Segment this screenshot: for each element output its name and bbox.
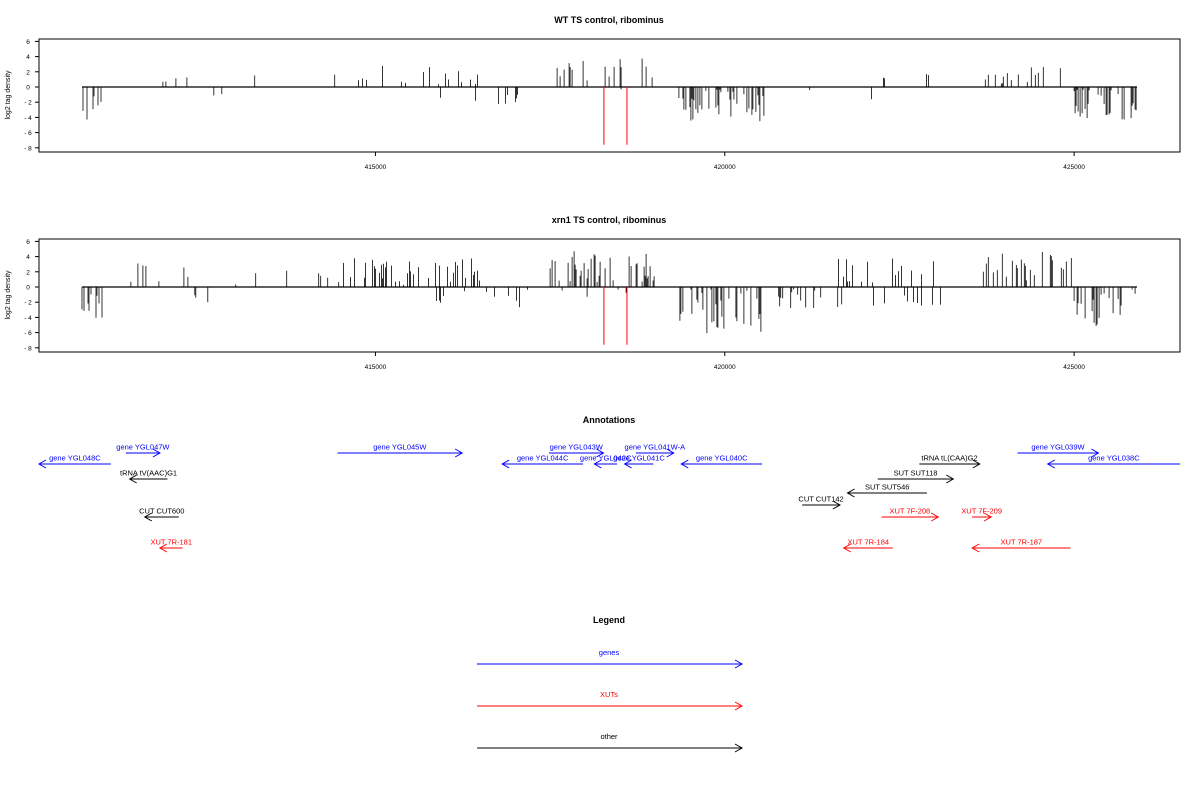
feature-label: gene YGL043W: [550, 443, 604, 452]
panel-xrn1: xrn1 TS control, ribominus log2 tag dens…: [5, 215, 1181, 371]
y-tick-label: - 4: [24, 115, 32, 122]
legend-items: genes XUTs other: [477, 648, 744, 753]
feature-arrow: gene YGL047W: [116, 443, 170, 458]
y-tick-label: - 8: [24, 345, 32, 352]
legend: Legend genes XUTs other: [477, 615, 744, 753]
feature-label: XUT 7R-181: [150, 538, 192, 547]
x-tick-label: 420000: [714, 164, 736, 171]
y-tick-label: 6: [26, 39, 30, 46]
feature-label: gene YGL039W: [1031, 443, 1085, 452]
legend-label: XUTs: [600, 690, 618, 699]
feature-label: CUT CUT142: [798, 495, 843, 504]
y-tick-label: 0: [26, 85, 30, 92]
feature-arrow: SUT SUT546: [846, 483, 927, 498]
feature-arrow: gene YGL044C: [501, 454, 584, 469]
feature-arrow: tRNA tL(CAA)G2: [919, 454, 981, 469]
position-markers: [603, 287, 628, 345]
x-tick-label: 425000: [1063, 364, 1085, 371]
feature-arrow: XUT 7R-181: [150, 538, 192, 553]
axis-ticks: 6 4 2 0 - 2 - 4 - 6 - 8 415000 420000 425000: [24, 39, 1085, 171]
y-tick-label: 4: [26, 254, 30, 261]
feature-arrow: gene YGL042C: [580, 454, 632, 469]
feature-arrow: gene YGL043W: [549, 443, 605, 458]
legend-title: Legend: [593, 615, 625, 625]
y-axis-label: log2 tag density: [5, 270, 12, 320]
y-tick-label: - 6: [24, 330, 32, 337]
y-tick-label: - 4: [24, 315, 32, 322]
feature-label: XUT 7F-209: [961, 507, 1002, 516]
panel-title: xrn1 TS control, ribominus: [552, 215, 667, 225]
feature-label: CUT CUT600: [139, 507, 184, 516]
feature-label: gene YGL042C: [580, 454, 632, 463]
feature-arrow: XUT 7R-187: [971, 538, 1071, 553]
feature-arrow: XUT 7F-208: [881, 507, 940, 522]
feature-label: tRNA tV(AAC)G1: [120, 469, 177, 478]
feature-arrow: gene YGL045W: [337, 443, 464, 458]
legend-label: genes: [599, 648, 620, 657]
feature-label: gene YGL040C: [696, 454, 748, 463]
feature-list: gene YGL048C gene YGL047W gene YGL045W gene…: [37, 443, 1180, 553]
feature-label: XUT 7F-208: [890, 507, 931, 516]
feature-arrow: gene YGL048C: [37, 454, 111, 469]
y-tick-label: - 2: [24, 300, 32, 307]
y-tick-label: 6: [26, 239, 30, 246]
position-markers: [603, 87, 628, 145]
feature-label: gene YGL048C: [49, 454, 101, 463]
x-tick-label: 420000: [714, 364, 736, 371]
legend-item-other: other: [477, 732, 744, 753]
feature-arrow: tRNA tV(AAC)G1: [120, 469, 177, 484]
y-tick-label: - 2: [24, 100, 32, 107]
feature-label: gene YGL045W: [373, 443, 427, 452]
feature-label: gene YGL038C: [1088, 454, 1140, 463]
feature-arrow: CUT CUT600: [139, 507, 184, 522]
x-tick-label: 415000: [365, 364, 387, 371]
x-tick-label: 415000: [365, 164, 387, 171]
feature-arrow: gene YGL039W: [1017, 443, 1100, 458]
feature-label: gene YGL047W: [116, 443, 170, 452]
legend-item-xuts: XUTs: [477, 690, 744, 711]
feature-arrow: gene YGL040C: [680, 454, 763, 469]
feature-label: XUT 7R-184: [848, 538, 890, 547]
legend-item-genes: genes: [477, 648, 744, 669]
axis-ticks: 6 4 2 0 - 2 - 4 - 6 - 8 415000 420000 425000: [24, 239, 1085, 371]
panel-title: WT TS control, ribominus: [554, 15, 664, 25]
feature-arrow: CUT CUT142: [798, 495, 844, 510]
feature-arrow: gene YGL038C: [1046, 454, 1180, 469]
feature-label: gene YGL041C: [613, 454, 665, 463]
y-tick-label: - 8: [24, 145, 32, 152]
plot-frame: [38, 238, 1181, 353]
legend-label: other: [600, 732, 618, 741]
feature-label: XUT 7R-187: [1001, 538, 1043, 547]
feature-arrow: gene YGL041W-A: [625, 443, 686, 458]
density-bars: [82, 58, 1137, 122]
feature-arrow: XUT 7R-184: [842, 538, 893, 553]
y-tick-label: - 6: [24, 130, 32, 137]
y-tick-label: 4: [26, 54, 30, 61]
plot-frame: [38, 38, 1181, 153]
annotations-title: Annotations: [583, 415, 636, 425]
panel-wt: WT TS control, ribominus log2 tag densit…: [5, 15, 1181, 171]
feature-label: gene YGL044C: [517, 454, 569, 463]
y-tick-label: 0: [26, 285, 30, 292]
density-bars: [81, 251, 1137, 334]
feature-label: SUT SUT118: [894, 469, 938, 478]
feature-arrow: gene YGL041C: [613, 454, 665, 469]
feature-arrow: XUT 7F-209: [961, 507, 1002, 522]
feature-arrow: SUT SUT118: [877, 469, 955, 484]
y-axis-label: log2 tag density: [5, 70, 12, 120]
x-tick-label: 425000: [1063, 164, 1085, 171]
y-tick-label: 2: [26, 269, 30, 276]
feature-label: gene YGL041W-A: [625, 443, 686, 452]
y-tick-label: 2: [26, 69, 30, 76]
feature-label: SUT SUT546: [865, 483, 909, 492]
feature-label: tRNA tL(CAA)G2: [921, 454, 977, 463]
